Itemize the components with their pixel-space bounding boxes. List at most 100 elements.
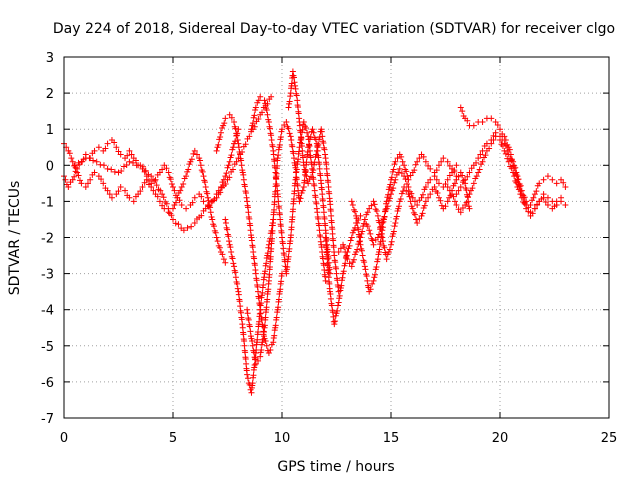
track-point bbox=[473, 159, 480, 166]
track-point bbox=[249, 342, 256, 349]
track-point bbox=[381, 244, 388, 251]
track-point bbox=[390, 228, 397, 235]
track-point bbox=[286, 245, 293, 252]
data-point bbox=[553, 180, 560, 187]
track-point bbox=[361, 259, 368, 266]
track-point bbox=[249, 120, 256, 127]
track-point bbox=[190, 150, 197, 157]
data-point bbox=[344, 256, 351, 263]
track-point bbox=[265, 244, 272, 251]
track-point bbox=[198, 193, 205, 200]
track-point bbox=[225, 162, 232, 169]
track-point bbox=[290, 206, 297, 213]
track-point bbox=[465, 194, 472, 201]
data-point bbox=[427, 191, 434, 198]
track-point bbox=[349, 202, 356, 209]
track-point bbox=[229, 255, 236, 262]
track-point bbox=[373, 263, 380, 270]
track-point bbox=[379, 224, 386, 231]
data-point bbox=[475, 169, 482, 176]
data-point bbox=[435, 162, 442, 169]
data-point bbox=[170, 183, 176, 190]
data-point bbox=[544, 173, 551, 180]
track-point bbox=[245, 316, 252, 323]
data-point bbox=[518, 194, 525, 201]
track-point bbox=[382, 206, 389, 213]
data-point bbox=[108, 194, 115, 201]
track-point bbox=[118, 168, 125, 175]
track-point bbox=[451, 168, 458, 175]
data-point bbox=[379, 220, 386, 227]
track-point bbox=[378, 230, 385, 237]
data-point bbox=[331, 321, 338, 328]
track-point bbox=[304, 129, 311, 136]
track-point bbox=[360, 220, 367, 227]
track-point bbox=[221, 120, 228, 127]
track-point bbox=[376, 246, 383, 253]
track-point bbox=[425, 179, 432, 186]
track-point bbox=[476, 166, 483, 173]
track-point bbox=[293, 92, 300, 99]
track-point bbox=[180, 180, 187, 187]
track-point bbox=[319, 133, 326, 140]
data-point bbox=[475, 155, 482, 162]
track-point bbox=[395, 169, 402, 176]
track-point bbox=[393, 213, 400, 220]
track-point bbox=[273, 170, 280, 177]
data-point bbox=[549, 176, 556, 183]
track-point bbox=[285, 125, 292, 132]
data-point bbox=[366, 205, 373, 212]
track-point bbox=[228, 248, 235, 255]
data-point bbox=[213, 147, 220, 154]
track-point bbox=[310, 129, 317, 136]
data-point bbox=[191, 220, 198, 227]
y-tick-label: -2 bbox=[41, 232, 54, 247]
track-point bbox=[159, 166, 166, 173]
track-point bbox=[275, 304, 282, 311]
track-point bbox=[303, 173, 310, 180]
track-point bbox=[257, 310, 264, 317]
track-point bbox=[255, 115, 262, 122]
track-point bbox=[377, 238, 384, 245]
track-point bbox=[551, 203, 558, 210]
data-point bbox=[370, 198, 377, 205]
track-point bbox=[240, 171, 247, 178]
track-point bbox=[160, 194, 167, 201]
data-point bbox=[178, 183, 185, 190]
data-point bbox=[69, 176, 76, 183]
data-point bbox=[226, 111, 233, 118]
data-point bbox=[497, 137, 503, 144]
data-point bbox=[246, 133, 253, 140]
data-point bbox=[104, 165, 111, 172]
y-tick-label: -1 bbox=[41, 195, 54, 210]
track-point bbox=[530, 194, 537, 201]
data-point bbox=[231, 263, 238, 270]
data-point bbox=[388, 241, 394, 248]
data-point bbox=[383, 256, 390, 263]
track-point bbox=[141, 179, 148, 186]
data-point bbox=[457, 209, 464, 216]
data-points bbox=[61, 68, 569, 396]
data-point bbox=[213, 194, 220, 201]
track-point bbox=[286, 130, 293, 137]
data-point bbox=[274, 155, 281, 162]
data-point bbox=[370, 241, 377, 248]
track-point bbox=[249, 380, 256, 387]
track-point bbox=[560, 179, 567, 186]
track-point bbox=[193, 151, 200, 158]
data-point bbox=[453, 162, 460, 169]
track-point bbox=[97, 161, 104, 168]
track-point bbox=[369, 280, 376, 287]
track-point bbox=[168, 212, 175, 219]
track-point bbox=[390, 185, 397, 192]
data-point bbox=[388, 191, 394, 198]
track-point bbox=[238, 157, 245, 164]
data-point bbox=[374, 256, 381, 263]
track-point bbox=[459, 172, 466, 179]
data-point bbox=[296, 198, 303, 205]
data-point bbox=[449, 165, 456, 172]
data-point bbox=[422, 183, 429, 190]
data-point bbox=[431, 183, 438, 190]
track-point bbox=[442, 180, 449, 187]
track-point bbox=[310, 167, 317, 174]
